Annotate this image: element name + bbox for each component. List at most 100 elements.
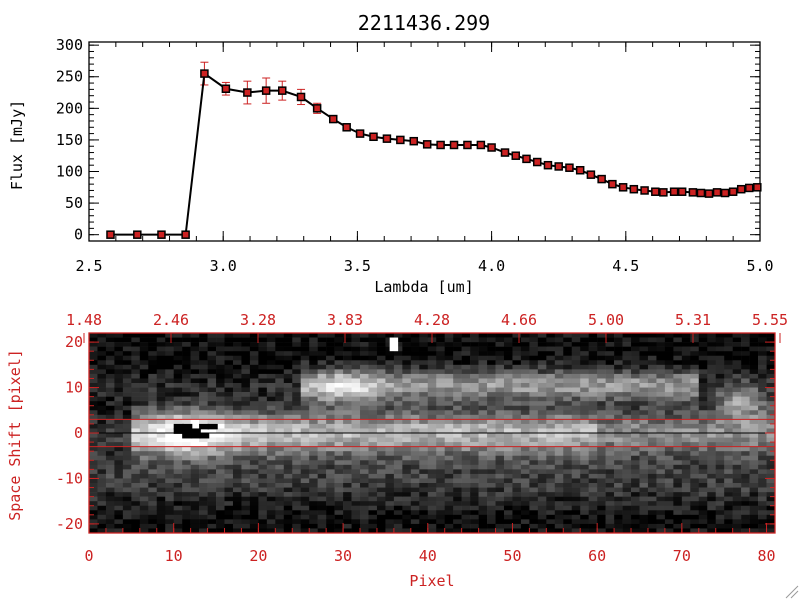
heatmap-cell [89,396,98,402]
heatmap-cell [503,492,513,497]
heatmap-cell [376,428,386,434]
heatmap-cell [199,405,208,411]
heatmap-cell [707,460,717,466]
heatmap-cell [351,455,361,461]
heatmap-cell [249,337,259,343]
heatmap-cell [292,519,302,525]
heatmap-cell [444,387,454,393]
heatmap-cell [724,383,733,388]
heatmap-cell [503,405,513,411]
heatmap-cell [326,483,335,488]
heatmap-cell [639,460,649,466]
heatmap-cell [292,378,302,384]
heatmap-cell [97,483,107,488]
resize-grip-icon[interactable] [785,585,799,599]
heatmap-cell [605,501,615,507]
heatmap-cell [707,528,717,534]
heatmap-cell [165,442,174,447]
heatmap-cell [732,492,742,497]
heatmap-cell [580,333,589,338]
heatmap-cell [732,396,742,402]
heatmap-cell [376,492,386,497]
heatmap-cell [249,514,259,520]
heatmap-cell [376,433,386,438]
heatmap-cell [656,337,666,343]
heatmap-cell [444,355,454,361]
heatmap-cell [520,514,530,520]
heatmap-cell [393,410,403,416]
heatmap-cell [393,505,403,511]
heatmap-cell [343,451,352,457]
heatmap-cell [453,351,462,357]
heatmap-cell [470,428,479,434]
heatmap-cell [656,387,666,393]
heatmap-cell [419,355,429,361]
heatmap-cell [232,410,242,416]
heatmap-cell [631,351,640,357]
heatmap-cell [266,383,276,388]
heatmap-cell [478,346,488,352]
heatmap-cell [690,383,700,388]
heatmap-cell [89,442,98,447]
heatmap-cell [410,387,420,393]
heatmap-cell [673,478,683,484]
heatmap-cell [673,460,683,466]
heatmap-cell [597,514,606,520]
heatmap-cell [487,437,496,443]
heatmap-cell [165,342,174,347]
heatmap-cell [249,378,259,384]
heatmap-cell [173,396,183,402]
heatmap-cell [283,342,293,347]
heatmap-cell [156,501,166,507]
heatmap-cell [326,473,335,479]
heatmap-cell [232,387,242,393]
heatmap-cell [131,523,141,529]
heatmap-cell [224,519,234,525]
heatmap-cell [656,410,666,416]
heatmap-cell [639,346,649,352]
heatmap-cell [436,405,446,411]
heatmap-cell [639,519,649,525]
heatmap-cell [419,387,429,393]
heatmap-cell [275,483,285,488]
heatmap-cell [207,478,217,484]
heatmap-cell [419,392,429,397]
heatmap-cell [410,505,420,511]
heatmap-cell [283,383,293,388]
heatmap-cell [707,437,717,443]
heatmap-cell [360,373,369,379]
heatmap-cell [317,419,327,425]
heatmap-cell [292,364,302,370]
heatmap-cell [656,478,666,484]
heatmap-cell [715,378,725,384]
heatmap-cell [749,360,759,366]
heatmap-cell [690,492,700,497]
heatmap-cell [520,392,530,397]
heatmap-cell [317,396,327,402]
heatmap-cell [741,473,750,479]
heatmap-cell [580,351,589,357]
heatmap-cell [148,419,158,425]
heatmap-cell [199,342,208,347]
heatmap-cell [453,487,462,493]
heatmap-cell [275,501,285,507]
heatmap-cell [487,346,496,352]
heatmap-cell [622,387,632,393]
heatmap-cell [376,396,386,402]
heatmap-cell [444,528,454,534]
heatmap-cell [512,460,522,466]
heatmap-cell [673,351,683,357]
heatmap-cell [563,342,573,347]
heatmap-cell [707,523,717,529]
heatmap-cell [334,433,344,438]
heatmap-cell [681,505,691,511]
heatmap-cell [410,360,420,366]
heatmap-cell [376,473,386,479]
heatmap-saturated-cell [182,423,193,430]
heatmap-cell [114,346,124,352]
heatmap-cell [232,446,242,452]
flux-data-point [728,187,738,196]
heatmap-cell [165,428,174,434]
heatmap-cell [656,423,666,429]
heatmap-cell [105,351,115,357]
